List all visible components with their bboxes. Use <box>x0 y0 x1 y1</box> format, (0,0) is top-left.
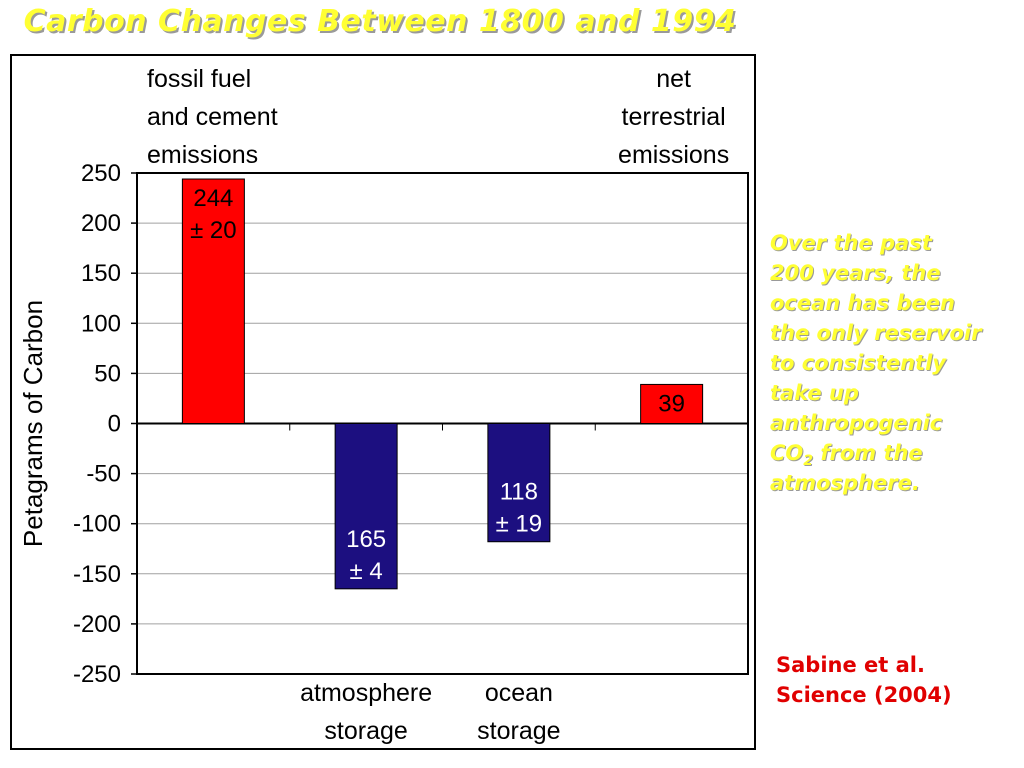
y-axis-title: Petagrams of Carbon <box>18 300 48 547</box>
note-line: atmosphere. <box>770 471 920 495</box>
bar-value-label: 39 <box>658 390 685 417</box>
y-tick-label: 150 <box>81 260 121 287</box>
bar <box>181 178 245 425</box>
note-line: the only reservoir <box>770 321 982 345</box>
citation-journal: Science (2004) <box>776 683 952 707</box>
category-label: fossil fuel <box>147 65 251 93</box>
category-label: ocean <box>485 679 553 707</box>
category-label: emissions <box>147 141 258 169</box>
category-label: storage <box>477 717 560 745</box>
y-tick-label: 250 <box>81 160 121 187</box>
bar-value-label: 118 <box>500 479 538 506</box>
note-line: 200 years, the <box>770 261 941 285</box>
category-label: net <box>656 65 691 93</box>
y-tick-label: -50 <box>86 461 121 488</box>
y-tick-label: 200 <box>81 210 121 237</box>
y-tick-label: -200 <box>73 611 121 638</box>
category-label: terrestrial <box>622 103 726 131</box>
side-note: Over the past 200 years, the ocean has b… <box>770 228 1024 498</box>
bar-value-label: 244 <box>193 185 233 212</box>
note-line: take up <box>770 381 859 405</box>
bar <box>334 423 398 590</box>
y-tick-label: 100 <box>81 310 121 337</box>
category-label: and cement <box>147 103 278 131</box>
bar-value-label: ± 4 <box>350 558 383 585</box>
y-tick-label: -250 <box>73 661 121 688</box>
co2-subscript: 2 <box>803 453 814 470</box>
chart-frame: 250 200 150 100 50 0 -50 -100 -150 -200 -250 Petagr… <box>10 54 756 750</box>
citation-authors: Sabine et al. <box>776 653 925 677</box>
bar <box>487 423 551 543</box>
bar-value-label: 165 <box>346 526 386 553</box>
co2-rest: from the <box>813 441 923 465</box>
co2-main: CO <box>770 441 804 465</box>
note-line: to consistently <box>770 351 946 375</box>
y-tick-label: 50 <box>94 360 121 387</box>
note-line: ocean has been <box>770 291 955 315</box>
category-label: emissions <box>618 141 729 169</box>
category-label: storage <box>324 717 407 745</box>
bar-value-label: ± 19 <box>496 511 543 538</box>
bar-value-label: ± 20 <box>190 217 237 244</box>
note-line: Over the past <box>770 231 932 255</box>
y-tick-label: -150 <box>73 561 121 588</box>
bar <box>640 383 704 424</box>
note-line: anthropogenic <box>770 411 943 435</box>
category-label: atmosphere <box>300 679 432 707</box>
slide-title: Carbon Changes Between 1800 and 1994 <box>23 4 737 39</box>
y-tick-label: -100 <box>73 511 121 538</box>
y-tick-label: 0 <box>108 411 121 438</box>
bar-chart: 250 200 150 100 50 0 -50 -100 -150 -200 -250 Petagr… <box>18 65 749 745</box>
citation: Sabine et al. Science (2004) <box>776 650 1016 710</box>
note-line-co2: CO2 from the <box>770 438 1024 468</box>
